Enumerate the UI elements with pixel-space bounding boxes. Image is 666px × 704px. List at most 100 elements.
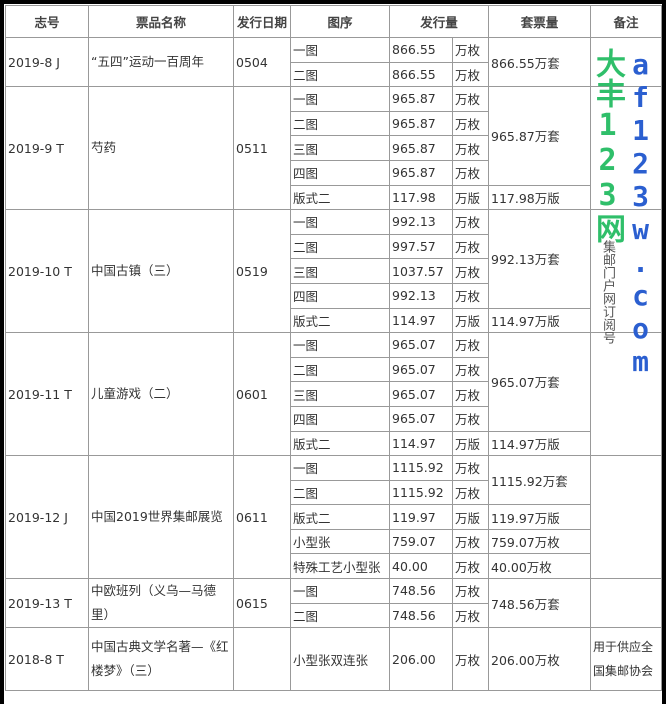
- set-quantity: 748.56万套: [488, 578, 592, 629]
- set-quantity: 992.13万套: [488, 209, 592, 309]
- header-date: 发行日期: [233, 5, 291, 38]
- quantity: 114.97: [389, 430, 453, 457]
- header-figure: 图序: [290, 5, 390, 38]
- unit: 万版: [451, 184, 490, 211]
- quantity: 992.13: [389, 282, 453, 309]
- issue-date: [233, 627, 291, 692]
- set-quantity: 206.00万枚: [488, 627, 592, 692]
- table-row: 二图 997.57 万枚: [6, 233, 662, 260]
- quantity: 965.87: [389, 159, 453, 186]
- table-row: 四图 965.87 万枚: [6, 159, 662, 186]
- issue-id: 2018-8 T: [5, 627, 89, 692]
- figure: 二图: [290, 233, 390, 260]
- set-quantity: 1115.92万套: [488, 455, 592, 506]
- unit: 万版: [451, 307, 490, 334]
- issue-date: 0601: [233, 332, 291, 457]
- issue-id: 2019-12 J: [5, 455, 89, 580]
- table-row: 2019-12 J 中国2019世界集邮展览 0611 一图 1115.92 万枚 1115…: [5, 455, 662, 580]
- quantity: 965.07: [389, 381, 453, 407]
- table-row: 四图 992.13 万枚: [6, 282, 662, 309]
- table-row: 小型张 759.07 万枚 759.07万枚: [6, 528, 662, 555]
- figure: 版式二: [290, 430, 390, 457]
- unit: 万版: [451, 430, 490, 457]
- unit: 万枚: [451, 159, 490, 186]
- figure: 版式二: [290, 504, 390, 530]
- quantity: 1037.57: [389, 258, 453, 284]
- unit: 万枚: [451, 528, 490, 555]
- table-row: 二图 965.07 万枚: [6, 356, 662, 383]
- set-quantity: 114.97万版: [488, 307, 592, 334]
- unit: 万枚: [451, 553, 490, 580]
- unit: 万枚: [451, 455, 490, 481]
- remark: [590, 86, 662, 211]
- table-row: 版式二 119.97 万版 119.97万版: [6, 504, 662, 530]
- quantity: 748.56: [389, 602, 453, 629]
- figure: 三图: [290, 381, 390, 407]
- stamp-name: 中国2019世界集邮展览: [88, 455, 234, 580]
- figure: 四图: [290, 405, 390, 432]
- remark: [590, 332, 662, 457]
- quantity: 40.00: [389, 553, 453, 580]
- figure: 一图: [290, 332, 390, 358]
- set-quantity: 114.97万版: [488, 430, 592, 457]
- quantity: 965.87: [389, 86, 453, 112]
- issue-date: 0519: [233, 209, 291, 334]
- table-row: 三图 1037.57 万枚: [6, 258, 662, 284]
- figure: 一图: [290, 455, 390, 481]
- issue-id: 2019-10 T: [5, 209, 89, 334]
- figure: 二图: [290, 356, 390, 383]
- figure: 一图: [290, 209, 390, 235]
- figure: 版式二: [290, 184, 390, 211]
- issue-id: 2019-8 J: [5, 36, 89, 88]
- quantity: 114.97: [389, 307, 453, 334]
- unit: 万枚: [451, 405, 490, 432]
- unit: 万枚: [451, 258, 490, 284]
- figure: 四图: [290, 282, 390, 309]
- figure: 二图: [290, 61, 390, 88]
- header-quantity: 发行量: [388, 5, 490, 38]
- quantity: 866.55: [389, 37, 453, 63]
- figure: 一图: [290, 37, 390, 63]
- quantity: 759.07: [389, 528, 453, 555]
- table-row: 版式二 117.98 万版 117.98万版: [6, 184, 662, 211]
- set-quantity: 866.55万套: [488, 36, 592, 88]
- figure: 四图: [290, 159, 390, 186]
- set-quantity: 117.98万版: [488, 184, 592, 211]
- figure: 版式二: [290, 307, 390, 334]
- stamp-name: 中国古镇（三）: [88, 209, 234, 334]
- remark: [590, 455, 662, 580]
- header-row: 志号 票品名称 发行日期 图序 发行量 套票量 备注: [5, 5, 662, 38]
- remark: 用于供应全国集邮协会: [590, 627, 662, 692]
- figure: 二图: [290, 602, 390, 629]
- issue-id: 2019-13 T: [5, 578, 89, 629]
- header-remark: 备注: [590, 5, 662, 38]
- figure: 二图: [290, 110, 390, 137]
- unit: 万枚: [451, 381, 490, 407]
- unit: 万枚: [451, 233, 490, 260]
- unit: 万枚: [451, 209, 490, 235]
- header-set-quantity: 套票量: [488, 5, 592, 38]
- table-row: 二图 1115.92 万枚: [6, 479, 662, 506]
- figure: 二图: [290, 479, 390, 506]
- unit: 万枚: [451, 135, 490, 161]
- table-row: 三图 965.87 万枚: [6, 135, 662, 161]
- table-row: 2019-8 J “五四”运动一百周年 0504 一图 866.55 万枚 866.55万套: [5, 36, 662, 88]
- issue-date: 0611: [233, 455, 291, 580]
- remark: [590, 209, 662, 334]
- table-body: 2019-8 J “五四”运动一百周年 0504 一图 866.55 万枚 866.55万套…: [5, 36, 662, 692]
- figure: 三图: [290, 135, 390, 161]
- unit: 万枚: [451, 37, 490, 63]
- stamp-name: 芍药: [88, 86, 234, 211]
- figure: 三图: [290, 258, 390, 284]
- quantity: 119.97: [389, 504, 453, 530]
- quantity: 965.07: [389, 332, 453, 358]
- issue-date: 0615: [233, 578, 291, 629]
- unit: 万枚: [451, 356, 490, 383]
- quantity: 965.87: [389, 135, 453, 161]
- issue-id: 2019-9 T: [5, 86, 89, 211]
- table-row: 2019-13 T 中欧班列（义乌—马德里） 0615 一图 748.56 万枚 748.5…: [5, 578, 662, 629]
- quantity: 965.07: [389, 405, 453, 432]
- unit: 万枚: [451, 332, 490, 358]
- quantity: 206.00: [389, 627, 453, 692]
- unit: 万枚: [451, 479, 490, 506]
